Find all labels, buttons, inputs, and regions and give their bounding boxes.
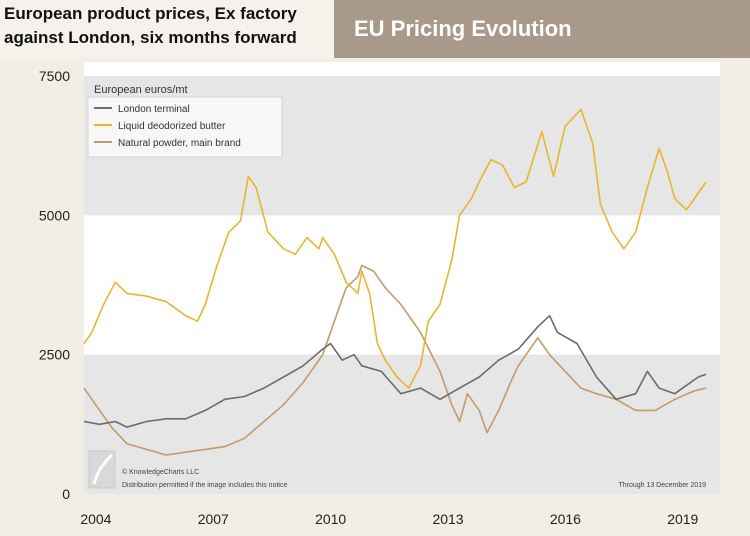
logo-swoosh xyxy=(92,453,113,485)
legend-box xyxy=(87,96,283,158)
axis-ticks: 0 2500 5000 7500 2004 2007 2010 2013 2016 2019 Eur… xyxy=(39,68,699,527)
x-tick-label: 2007 xyxy=(198,511,229,527)
chart-notes: © KnowledgeCharts LLC Distribution permit… xyxy=(88,450,706,489)
x-tick-label: 2004 xyxy=(80,511,111,527)
x-tick-label: 2010 xyxy=(315,511,346,527)
series-line xyxy=(83,314,707,428)
x-tick-label: 2019 xyxy=(667,511,698,527)
series-lines xyxy=(83,108,707,456)
y-tick-label: 5000 xyxy=(39,207,70,223)
y-axis-label: European euros/mt xyxy=(94,84,188,96)
legend-label: Liquid deodorized butter xyxy=(118,121,226,132)
legend-label: Natural powder, main brand xyxy=(118,138,241,149)
series-line xyxy=(83,264,707,456)
x-tick-label: 2016 xyxy=(550,511,581,527)
subtitle-line-2: against London, six months forward xyxy=(4,28,297,47)
page-title: EU Pricing Evolution xyxy=(354,16,572,41)
distribution-note: Distribution permitted if the image incl… xyxy=(122,482,287,489)
y-tick-label: 0 xyxy=(62,486,70,502)
copyright-note: © KnowledgeCharts LLC xyxy=(122,468,199,476)
series-line xyxy=(83,108,707,389)
header-title-panel: EU Pricing Evolution xyxy=(334,0,750,58)
legend-label: London terminal xyxy=(118,104,190,115)
through-date-note: Through 13 December 2019 xyxy=(618,482,706,489)
y-tick-label: 7500 xyxy=(39,68,70,84)
band-0-2500 xyxy=(84,354,720,494)
y-tick-label: 2500 xyxy=(39,347,70,363)
legend: London terminal Liquid deodorized butter N… xyxy=(87,96,283,158)
x-tick-label: 2013 xyxy=(432,511,463,527)
header-subtitle-panel: European product prices, Ex factory agai… xyxy=(0,0,334,58)
subtitle-line-1: European product prices, Ex factory xyxy=(4,4,297,23)
